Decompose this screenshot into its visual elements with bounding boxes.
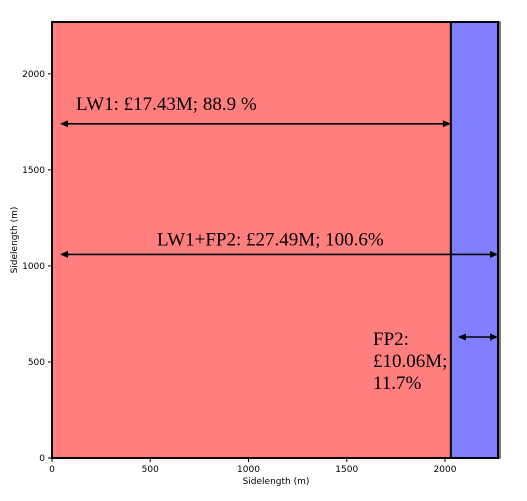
- region-fp2: [449, 21, 500, 459]
- annotation-fp2-line: £10.06M;: [373, 351, 447, 372]
- x-axis-ticks: 0 500 1000 1500 2000: [49, 458, 457, 475]
- annotation-fp2-line: 11.7%: [373, 373, 422, 394]
- plot-frame: [51, 21, 501, 459]
- x-tick-label: 1500: [335, 465, 358, 475]
- y-tick-label: 1000: [22, 262, 45, 272]
- annotation-fp2-line: FP2:: [373, 329, 409, 350]
- y-axis-label: Sidelength (m): [10, 207, 20, 274]
- arrow-lw1: [60, 120, 451, 128]
- arrow-head-right: [490, 333, 499, 341]
- x-tick-label: 0: [49, 465, 55, 475]
- arrow-lw1-fp2: [60, 250, 499, 258]
- y-tick-label: 0: [39, 454, 45, 464]
- region-layer: [51, 21, 500, 459]
- annotation-lw1-fp2: LW1+FP2: £27.49M; 100.6%: [157, 229, 384, 250]
- annotation-layer: LW1: £17.43M; 88.9 % LW1+FP2: £27.49M; 10…: [76, 94, 447, 394]
- x-tick-label: 2000: [434, 465, 457, 475]
- arrow-head-right: [490, 250, 499, 258]
- y-tick-label: 500: [28, 358, 45, 368]
- region-lw1: [51, 21, 452, 459]
- y-tick-label: 1500: [22, 166, 45, 176]
- arrow-head-right: [442, 120, 451, 128]
- x-axis-label: Sidelength (m): [243, 477, 310, 487]
- arrow-layer: [60, 120, 499, 341]
- arrow-fp2: [457, 333, 499, 341]
- arrow-head-left: [60, 120, 68, 128]
- y-axis-ticks: 0 500 1000 1500 2000: [22, 70, 52, 464]
- x-tick-label: 1000: [237, 465, 260, 475]
- arrow-head-left: [60, 250, 68, 258]
- y-tick-label: 2000: [22, 70, 45, 80]
- annotation-lw1: LW1: £17.43M; 88.9 %: [76, 94, 257, 115]
- x-tick-label: 500: [142, 465, 159, 475]
- arrow-head-left: [457, 333, 466, 341]
